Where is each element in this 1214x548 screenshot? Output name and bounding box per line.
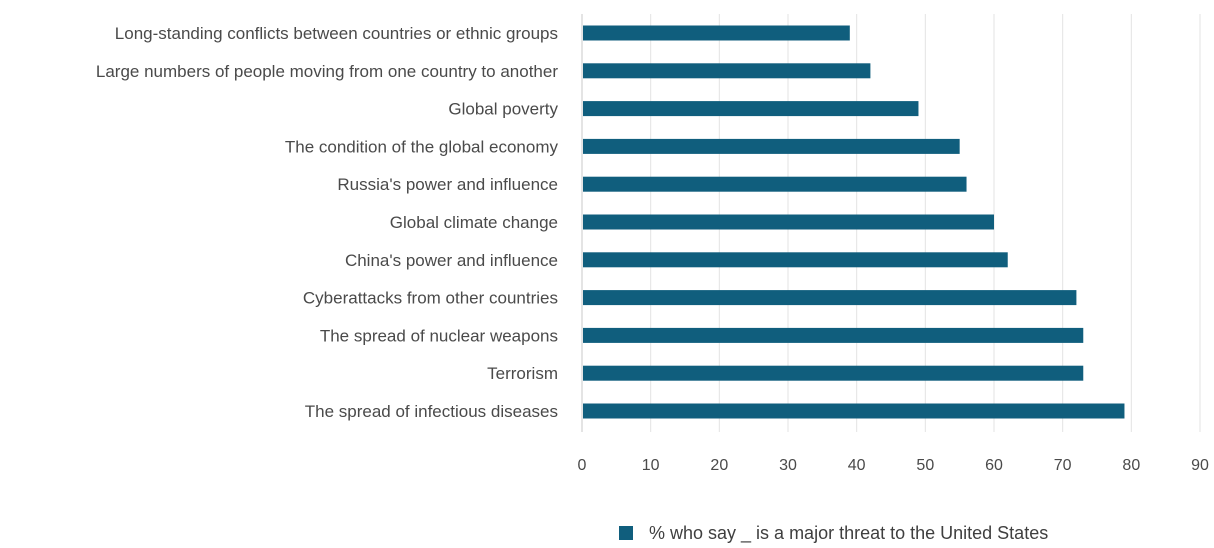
legend-swatch	[619, 526, 633, 540]
x-tick-label: 80	[1122, 457, 1140, 474]
x-tick-label: 20	[710, 457, 728, 474]
bar	[583, 365, 1084, 381]
category-label: The condition of the global economy	[285, 137, 559, 156]
bar	[583, 25, 850, 41]
category-label: The spread of infectious diseases	[305, 402, 558, 421]
category-label: China's power and influence	[345, 251, 558, 270]
x-tick-label: 60	[985, 457, 1003, 474]
bar	[583, 403, 1125, 419]
bar	[583, 214, 994, 230]
bar	[583, 63, 871, 79]
bar	[583, 252, 1008, 268]
legend: % who say _ is a major threat to the Uni…	[619, 523, 1048, 544]
x-tick-label: 10	[642, 457, 660, 474]
bar	[583, 327, 1084, 343]
bar	[583, 138, 960, 154]
category-label: Long-standing conflicts between countrie…	[115, 24, 558, 43]
bar	[583, 101, 919, 117]
x-tick-label: 40	[848, 457, 866, 474]
x-tick-label: 70	[1054, 457, 1072, 474]
category-label: The spread of nuclear weapons	[320, 326, 558, 345]
bar	[583, 176, 967, 192]
category-label: Large numbers of people moving from one …	[96, 62, 558, 81]
bars	[583, 25, 1125, 419]
x-tick-label: 90	[1191, 457, 1209, 474]
category-label: Global climate change	[390, 213, 558, 232]
category-label: Cyberattacks from other countries	[303, 289, 558, 308]
x-tick-label: 0	[578, 457, 587, 474]
bar	[583, 290, 1077, 306]
category-label: Terrorism	[487, 364, 558, 383]
category-label: Global poverty	[448, 100, 558, 119]
category-labels: Long-standing conflicts between countrie…	[96, 24, 559, 421]
x-tick-label: 50	[916, 457, 934, 474]
x-tick-label: 30	[779, 457, 797, 474]
legend-label: % who say _ is a major threat to the Uni…	[649, 523, 1048, 543]
category-label: Russia's power and influence	[337, 175, 558, 194]
x-axis-tick-labels: 0 10 20 30 40 50 60 70 80 90	[578, 457, 1209, 474]
